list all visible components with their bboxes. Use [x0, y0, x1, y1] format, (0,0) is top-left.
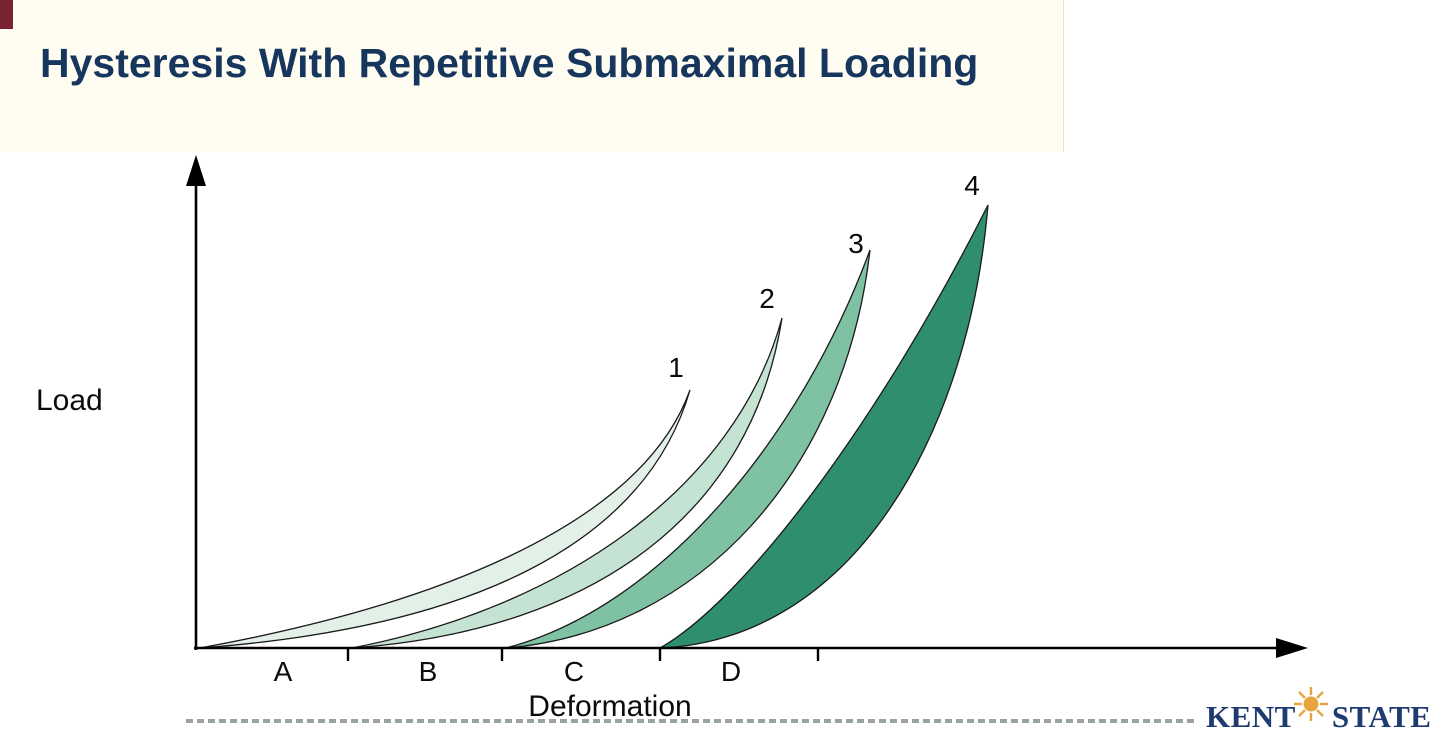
loop-number-3: 3 [848, 228, 864, 259]
tick-label-a: A [273, 656, 293, 687]
y-axis-arrow-icon [186, 155, 206, 186]
dashed-divider [186, 719, 1194, 723]
logo-word-state: STATE [1331, 699, 1432, 734]
logo-word-kent: KENT [1206, 699, 1296, 734]
hysteresis-loop-1 [199, 389, 691, 649]
loop-number-2: 2 [759, 283, 775, 314]
tick-label-b: B [418, 656, 438, 687]
kent-state-logo: KENT STATE [1206, 687, 1432, 735]
hysteresis-loop-2 [351, 317, 783, 649]
accent-bar [0, 0, 13, 29]
sun-icon [1294, 687, 1328, 721]
x-axis-arrow-icon [1276, 638, 1308, 658]
tick-label-d: D [720, 656, 742, 687]
loop-number-4: 4 [964, 170, 980, 201]
hysteresis-loop-4 [659, 204, 989, 649]
loop-number-1: 1 [668, 352, 684, 383]
hysteresis-loop-3 [505, 249, 871, 649]
page-title: Hysteresis With Repetitive Submaximal Lo… [40, 40, 979, 86]
x-axis-label: Deformation [528, 690, 692, 723]
title-band [0, 0, 1064, 152]
tick-label-c: C [563, 656, 585, 687]
y-axis-label: Load [36, 384, 103, 417]
